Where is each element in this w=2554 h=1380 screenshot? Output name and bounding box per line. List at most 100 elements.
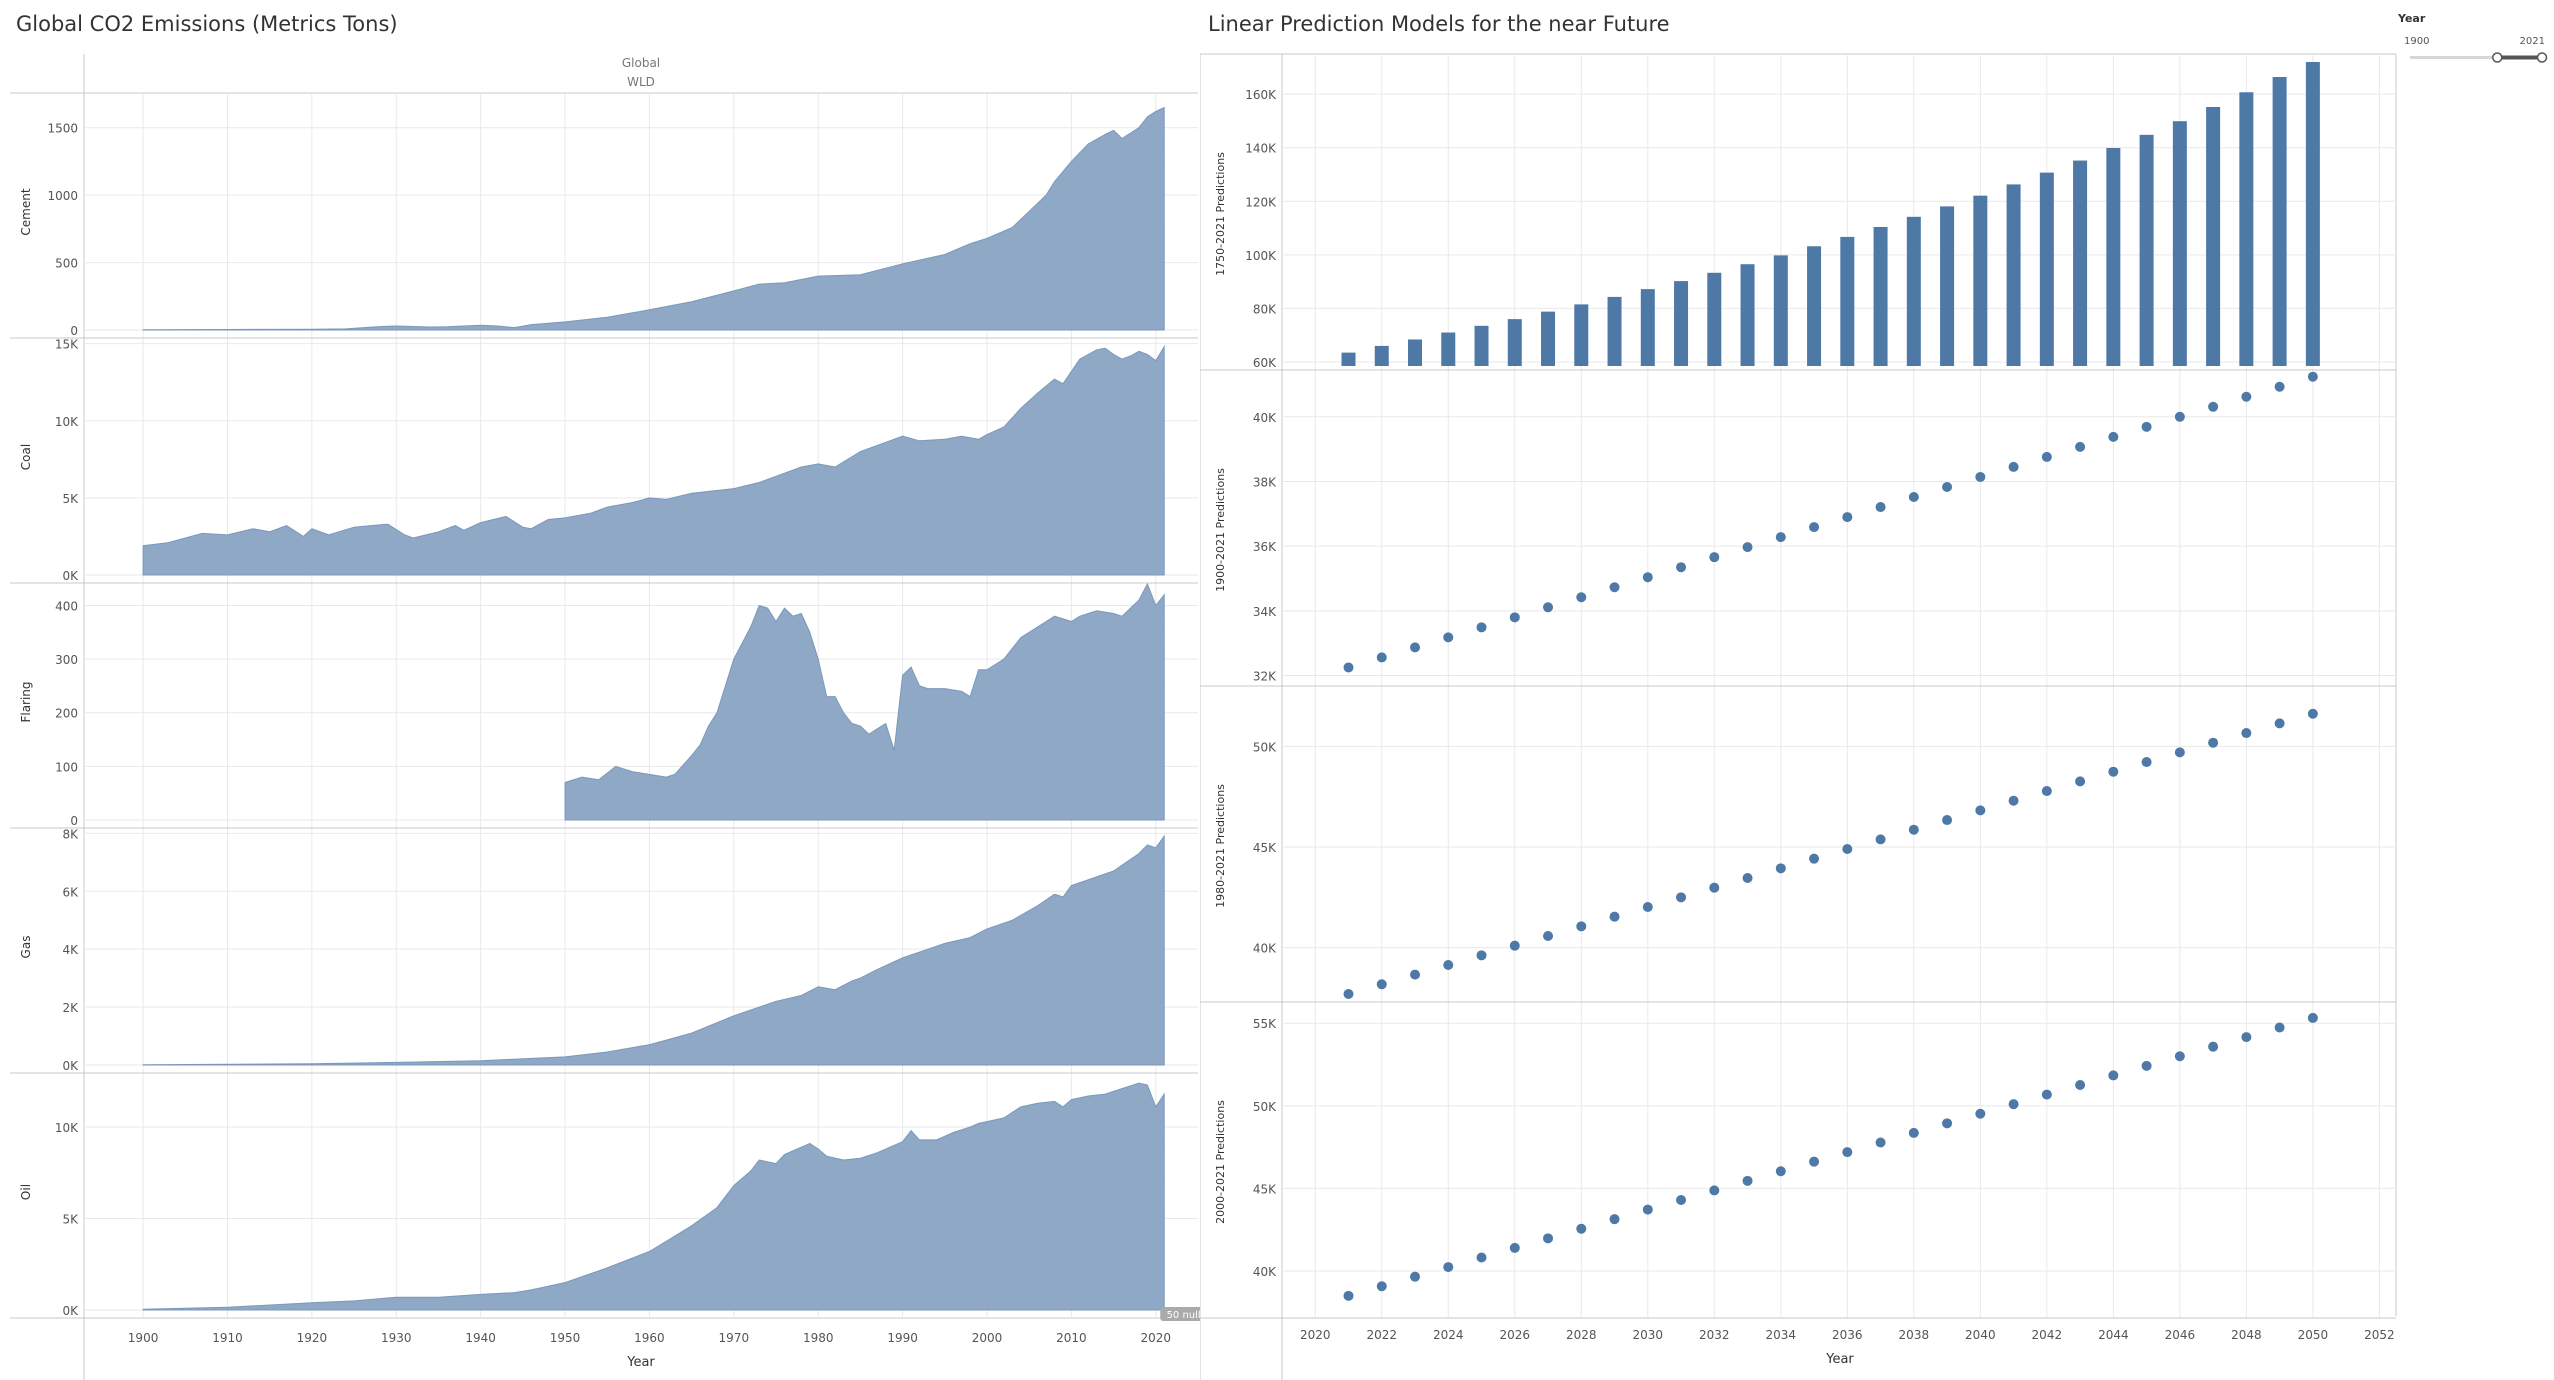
bar-2050 [2305,62,2320,366]
x-tick-label: 2022 [1366,1328,1397,1342]
point-2034 [1775,863,1786,874]
point-2028 [1576,1223,1587,1234]
y-tick-label: 120K [1245,195,1277,209]
point-2038 [1908,1127,1919,1138]
point-2028 [1576,921,1587,932]
x-tick-label: 1980 [803,1331,834,1345]
x-tick-label: 1950 [550,1331,581,1345]
y-tick-label: 45K [1253,1182,1277,1196]
panel-label-flaring: Flaring [19,681,33,722]
x-tick-label: 2046 [2165,1328,2196,1342]
point-2021 [1343,1290,1354,1301]
year-filter-label: Year [2398,12,2426,25]
y-tick-label: 6K [62,885,79,899]
x-axis-title: Year [626,1355,655,1370]
bar-2021 [1341,352,1356,366]
x-tick-label: 2044 [2098,1328,2129,1342]
y-tick-label: 10K [55,1121,79,1135]
point-2047 [2208,401,2219,412]
point-2047 [2208,737,2219,748]
point-2030 [1642,1204,1653,1215]
y-tick-label: 0 [70,324,78,338]
point-2046 [2174,411,2185,422]
x-tick-label: 2032 [1699,1328,1730,1342]
point-2044 [2108,1070,2119,1081]
point-2031 [1676,1195,1687,1205]
point-2034 [1775,532,1786,543]
x-tick-label: 1960 [634,1331,665,1345]
y-tick-label: 10K [55,415,79,429]
point-2021 [1343,662,1354,673]
area-series-cement [142,106,1165,331]
point-2045 [2141,1060,2152,1071]
point-2049 [2274,1022,2285,1033]
point-2034 [1775,1166,1786,1177]
x-tick-label: 2042 [2032,1328,2063,1342]
year-slider-start-handle[interactable] [2492,52,2503,63]
year-slider-end-handle[interactable] [2536,52,2548,63]
y-tick-label: 4K [62,943,79,957]
panel-label-2000-2021: 2000-2021 Predictions [1214,1100,1227,1224]
y-tick-label: 15K [55,338,79,352]
year-slider-selected-range [2497,55,2542,60]
year-slider-track[interactable] [2410,56,2542,59]
point-2032 [1709,1185,1720,1196]
point-2031 [1676,562,1687,573]
point-2022 [1376,652,1387,663]
point-2033 [1742,873,1753,884]
y-tick-label: 100K [1245,249,1277,263]
y-tick-label: 0K [62,1304,79,1318]
area-series-flaring [564,582,1165,821]
y-tick-label: 40K [1253,1265,1277,1279]
point-2045 [2141,757,2152,768]
bar-2047 [2206,106,2221,366]
point-2040 [1975,471,1986,482]
point-2025 [1476,950,1487,961]
y-tick-label: 36K [1253,540,1277,554]
bar-2049 [2272,76,2287,367]
right-chart-title: Linear Prediction Models for the near Fu… [1208,12,1670,36]
bar-2027 [1541,311,1556,366]
point-2048 [2241,391,2252,402]
year-range-filter[interactable]: Year 1900 2021 [2397,10,2548,70]
point-2026 [1509,940,1520,951]
y-tick-label: 500 [55,257,78,271]
x-axis-title: Year [1825,1352,1854,1367]
bar-2038 [1906,216,1921,366]
y-tick-label: 300 [55,653,78,667]
y-tick-label: 1500 [47,122,78,136]
y-tick-label: 50K [1253,740,1277,754]
point-2042 [2041,1089,2052,1100]
point-2043 [2075,776,2086,787]
point-2042 [2041,451,2052,462]
bar-2036 [1840,236,1855,366]
area-series-oil [142,1082,1165,1311]
point-2023 [1410,1271,1421,1282]
point-2036 [1842,1147,1853,1158]
y-tick-label: 38K [1253,475,1277,489]
bar-2044 [2106,147,2121,366]
x-tick-label: 2038 [1899,1328,1930,1342]
x-tick-label: 2050 [2298,1328,2329,1342]
point-2028 [1576,592,1587,603]
point-2037 [1875,502,1886,513]
point-2033 [1742,1175,1753,1186]
point-2040 [1975,1108,1986,1119]
x-tick-label: 2010 [1056,1331,1087,1345]
bar-2022 [1374,345,1389,366]
panel-label-1980-2021: 1980-2021 Predictions [1214,784,1227,908]
point-2029 [1609,1214,1620,1225]
panel-label-1750-2021: 1750-2021 Predictions [1214,152,1227,276]
x-tick-label: 2028 [1566,1328,1597,1342]
point-2041 [2008,795,2019,806]
point-2043 [2075,441,2086,452]
x-tick-label: 2020 [1300,1328,1331,1342]
y-tick-label: 80K [1253,302,1277,316]
point-2041 [2008,461,2019,472]
x-tick-label: 1920 [297,1331,328,1345]
point-2027 [1543,1233,1554,1244]
y-tick-label: 32K [1253,670,1277,684]
point-2025 [1476,1252,1487,1263]
point-2040 [1975,805,1986,816]
x-tick-label: 2034 [1766,1328,1797,1342]
